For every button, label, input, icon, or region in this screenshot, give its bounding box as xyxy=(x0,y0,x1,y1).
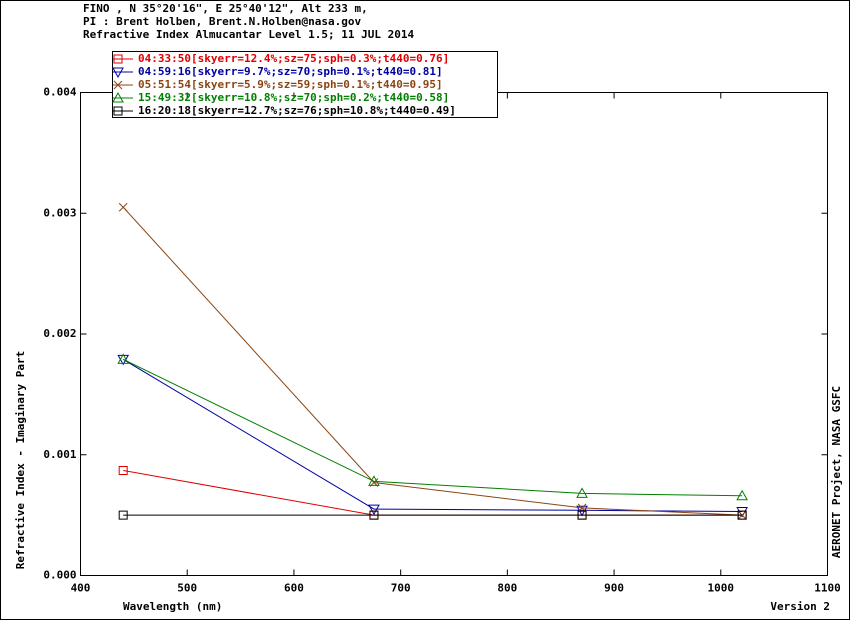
title-line: Refractive Index Almucantar Level 1.5; 1… xyxy=(83,28,415,41)
y-tick-label: 0.003 xyxy=(43,206,76,219)
point-marker xyxy=(737,510,747,520)
point-marker xyxy=(369,510,379,520)
x-tick-label: 800 xyxy=(497,582,517,595)
plot-frame xyxy=(80,92,828,576)
version-note: Version 2 xyxy=(770,600,830,613)
legend-box xyxy=(112,51,498,118)
series-line xyxy=(123,469,743,516)
legend-label: 15:49:32[skyerr=10.8%;sz=70;sph=0.2%;t44… xyxy=(138,91,449,104)
y-tick-label: 0.001 xyxy=(43,448,76,461)
x-tick-label: 1100 xyxy=(814,582,841,595)
point-marker xyxy=(368,504,380,516)
point-marker xyxy=(737,510,747,520)
x-tick-label: 400 xyxy=(71,582,91,595)
series-line xyxy=(122,206,743,516)
point-marker xyxy=(577,503,587,513)
point-marker xyxy=(118,202,128,212)
legend-marker xyxy=(112,91,124,103)
point-marker xyxy=(117,353,130,364)
legend-marker xyxy=(113,106,123,116)
point-marker xyxy=(577,510,587,520)
point-marker xyxy=(118,465,128,475)
x-tick-label: 900 xyxy=(604,582,624,595)
legend-label: 04:33:50[skyerr=12.4%;sz=75;sph=0.3%;t44… xyxy=(138,52,449,65)
point-marker xyxy=(118,510,128,520)
series-line xyxy=(122,358,743,513)
x-axis-label: Wavelength (nm) xyxy=(123,600,222,613)
y-axis-label: Refractive Index - Imaginary Part xyxy=(14,351,27,570)
x-tick-label: 1000 xyxy=(708,582,735,595)
y-tick-label: 0.004 xyxy=(43,86,76,99)
point-marker xyxy=(736,489,748,501)
legend-marker xyxy=(112,67,124,79)
x-tick-label: 500 xyxy=(177,582,197,595)
title-line: FINO , N 35°20'16", E 25°40'12", Alt 233… xyxy=(83,2,368,15)
y-tick-label: 0.002 xyxy=(43,327,76,340)
title-line: PI : Brent Holben, Brent.N.Holben@nasa.g… xyxy=(83,15,362,28)
series-line xyxy=(122,358,743,497)
legend-label: 05:51:54[skyerr=5.9%;sz=59;sph=0.1%;t440… xyxy=(138,78,443,91)
legend-marker xyxy=(113,80,123,90)
x-tick-label: 600 xyxy=(284,582,304,595)
legend-label: 16:20:18[skyerr=12.7%;sz=76;sph=10.8%;t4… xyxy=(138,104,456,117)
point-marker xyxy=(576,487,588,498)
point-marker xyxy=(368,475,380,486)
x-tick-label: 700 xyxy=(391,582,411,595)
y-tick-label: 0.000 xyxy=(43,569,76,582)
right-note: AERONET Project, NASA GSFC xyxy=(830,386,843,558)
legend-marker xyxy=(113,54,123,64)
legend-label: 04:59:16[skyerr=9.7%;sz=70;sph=0.1%;t440… xyxy=(138,65,443,78)
